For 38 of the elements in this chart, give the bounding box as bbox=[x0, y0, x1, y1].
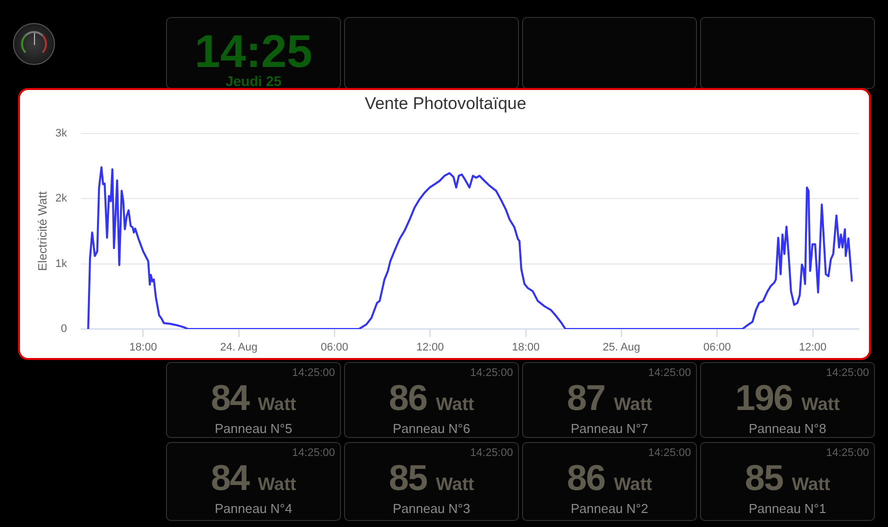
text: Panneau N°8 bbox=[748, 421, 828, 436]
x-tick-label: 12:00 bbox=[416, 342, 444, 354]
text: Panneau N°5 bbox=[214, 421, 294, 436]
y-tick-label: 2k bbox=[55, 192, 68, 205]
text: Panneau N°1 bbox=[748, 501, 828, 516]
text: Panneau N°7 bbox=[570, 421, 650, 436]
x-tick-label: 06:00 bbox=[320, 342, 348, 354]
x-tick-label: 12:00 bbox=[799, 342, 827, 354]
text: 14:25:00 bbox=[648, 367, 691, 380]
text: 14:25:00 bbox=[292, 367, 335, 380]
text: 85 Watt bbox=[388, 457, 474, 498]
text: 14:25:00 bbox=[648, 447, 691, 460]
chart-title: Vente Photovoltaïque bbox=[364, 94, 526, 113]
text: 85 Watt bbox=[744, 457, 830, 498]
x-tick-label: 18:00 bbox=[129, 342, 157, 354]
text: 14:25:00 bbox=[470, 447, 513, 460]
text: Panneau N°6 bbox=[392, 421, 472, 436]
text: 14:25:00 bbox=[470, 367, 513, 380]
y-tick-label: 0 bbox=[60, 323, 67, 336]
y-tick-label: 3k bbox=[55, 127, 68, 140]
x-tick-label: 25. Aug bbox=[602, 342, 640, 354]
text: Panneau N°2 bbox=[570, 501, 650, 516]
text: 87 Watt bbox=[566, 377, 652, 418]
x-tick-label: 06:00 bbox=[703, 342, 731, 354]
text: 84 Watt bbox=[210, 377, 296, 418]
text: 86 Watt bbox=[566, 457, 652, 498]
text: 14:25:00 bbox=[826, 447, 869, 460]
text: Panneau N°3 bbox=[392, 501, 472, 516]
text: 196 Watt bbox=[735, 377, 840, 418]
text: 86 Watt bbox=[388, 377, 474, 418]
text: 14:25:00 bbox=[826, 367, 869, 380]
x-tick-label: 24. Aug bbox=[220, 342, 258, 354]
text: 14:25:00 bbox=[292, 447, 335, 460]
text: Panneau N°4 bbox=[214, 501, 294, 516]
text: 84 Watt bbox=[210, 457, 296, 498]
y-tick-label: 1k bbox=[55, 258, 68, 270]
y-axis-title: Electricité Watt bbox=[36, 190, 50, 271]
x-tick-label: 18:00 bbox=[512, 342, 540, 354]
